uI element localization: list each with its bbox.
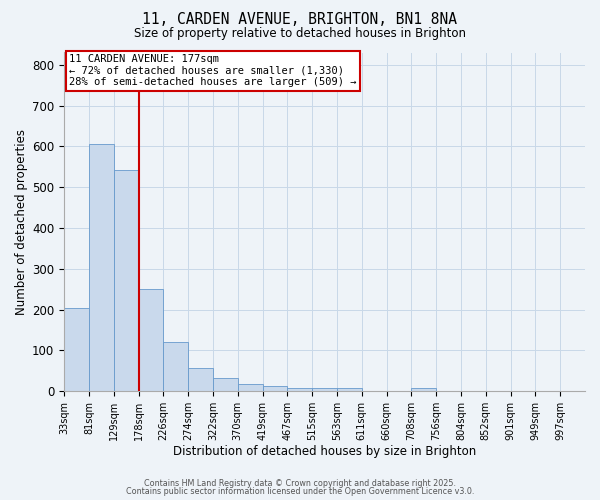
Bar	[263, 386, 287, 391]
Bar	[89, 144, 114, 391]
Bar	[312, 388, 337, 391]
Text: Contains HM Land Registry data © Crown copyright and database right 2025.: Contains HM Land Registry data © Crown c…	[144, 478, 456, 488]
Bar	[337, 388, 362, 391]
X-axis label: Distribution of detached houses by size in Brighton: Distribution of detached houses by size …	[173, 444, 476, 458]
Text: Size of property relative to detached houses in Brighton: Size of property relative to detached ho…	[134, 28, 466, 40]
Bar	[188, 368, 213, 391]
Bar	[213, 378, 238, 391]
Bar	[238, 384, 263, 391]
Bar	[64, 308, 89, 391]
Text: 11, CARDEN AVENUE, BRIGHTON, BN1 8NA: 11, CARDEN AVENUE, BRIGHTON, BN1 8NA	[143, 12, 458, 28]
Y-axis label: Number of detached properties: Number of detached properties	[15, 129, 28, 315]
Bar	[139, 289, 163, 391]
Text: 11 CARDEN AVENUE: 177sqm
← 72% of detached houses are smaller (1,330)
28% of sem: 11 CARDEN AVENUE: 177sqm ← 72% of detach…	[70, 54, 357, 88]
Bar	[114, 170, 139, 391]
Bar	[163, 342, 188, 391]
Text: Contains public sector information licensed under the Open Government Licence v3: Contains public sector information licen…	[126, 487, 474, 496]
Bar	[412, 388, 436, 391]
Bar	[287, 388, 312, 391]
